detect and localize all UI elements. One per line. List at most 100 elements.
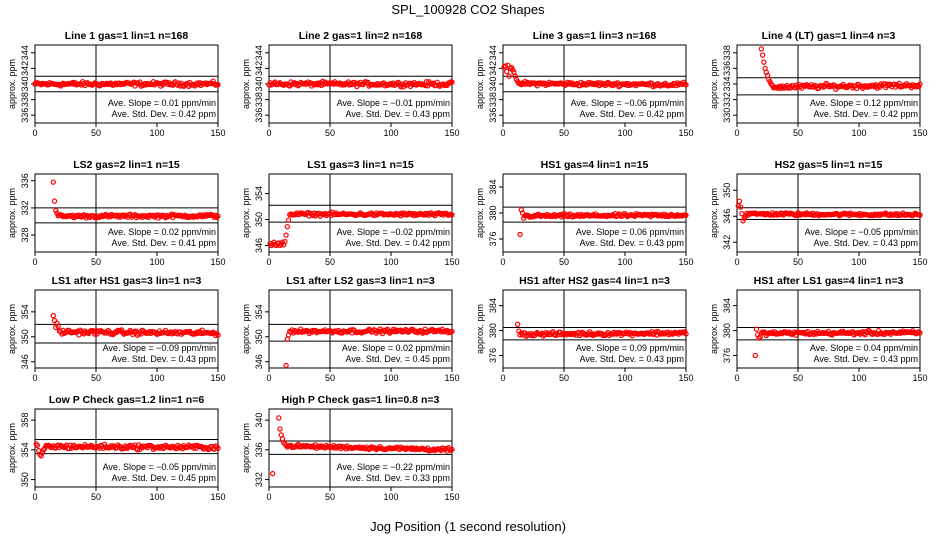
x-tick-label: 150 — [912, 373, 927, 383]
x-tick-label: 50 — [91, 257, 101, 267]
slope-annotation: Ave. Slope = 0.12 ppm/min — [810, 98, 918, 108]
y-tick-label: 380 — [722, 323, 732, 338]
x-tick-label: 50 — [325, 257, 335, 267]
y-tick-label: 346 — [722, 209, 732, 224]
data-point — [50, 312, 57, 319]
x-tick-label: 100 — [149, 257, 164, 267]
y-tick-label: 336 — [254, 442, 264, 457]
x-tick-label: 150 — [444, 492, 459, 502]
x-tick-label: 50 — [91, 373, 101, 383]
data-point — [756, 335, 762, 341]
data-point — [446, 446, 453, 452]
data-point — [761, 59, 767, 65]
y-tick-label: 340 — [254, 76, 264, 91]
x-tick-label: 0 — [266, 128, 271, 138]
panel-title: Low P Check gas=1.2 lin=1 n=6 — [49, 394, 204, 406]
y-axis-label: approx. ppm — [7, 423, 17, 473]
panel-title: High P Check gas=1 lin=0.8 n=3 — [282, 394, 440, 406]
std-annotation: Ave. Std. Dev. = 0.43 ppm — [814, 238, 918, 248]
y-tick-label: 338 — [254, 92, 264, 107]
data-point — [215, 81, 221, 88]
plot-frame — [34, 289, 219, 369]
std-annotation: Ave. Std. Dev. = 0.43 ppm — [814, 354, 918, 364]
panel-8: HS2 gas=5 lin=1 n=15 0 50 100 150 342 346 350ap… — [709, 159, 928, 267]
panel-title: LS1 after LS2 gas=3 lin=1 n=3 — [286, 275, 435, 287]
data-point — [785, 85, 791, 91]
x-tick-label: 100 — [851, 257, 866, 267]
x-tick-label: 150 — [444, 128, 459, 138]
y-axis-label: approx. ppm — [7, 304, 17, 354]
std-annotation: Ave. Std. Dev. = 0.45 ppm — [112, 473, 216, 483]
y-tick-label: 346 — [254, 354, 264, 369]
x-tick-label: 100 — [383, 373, 398, 383]
panel-title: HS2 gas=5 lin=1 n=15 — [775, 159, 883, 171]
std-annotation: Ave. Std. Dev. = 0.43 ppm — [346, 109, 450, 119]
x-tick-label: 50 — [325, 373, 335, 383]
data-point — [434, 79, 441, 86]
y-tick-label: 330 — [722, 108, 732, 123]
panel-title: Line 1 gas=1 lin=1 n=168 — [65, 30, 189, 42]
std-annotation: Ave. Std. Dev. = 0.43 ppm — [112, 354, 216, 364]
x-tick-label: 50 — [793, 128, 803, 138]
slope-annotation: Ave. Slope = −0.01 ppm/min — [337, 98, 450, 108]
y-axis-label: approx. ppm — [475, 59, 485, 109]
x-tick-label: 50 — [559, 128, 569, 138]
data-point — [449, 212, 455, 218]
data-point — [517, 231, 523, 238]
x-tick-label: 50 — [91, 492, 101, 502]
y-tick-label: 332 — [722, 92, 732, 107]
data-point — [752, 352, 759, 359]
x-tick-label: 150 — [912, 257, 927, 267]
data-point — [917, 81, 923, 87]
y-tick-label: 350 — [722, 183, 732, 198]
slope-annotation: Ave. Slope = −0.06 ppm/min — [571, 98, 684, 108]
data-point — [190, 445, 197, 451]
y-axis-label: approx. ppm — [709, 59, 719, 109]
y-tick-label: 376 — [722, 348, 732, 363]
panel-10: LS1 after LS2 gas=3 lin=1 n=3 0 50 100 150 34… — [241, 275, 460, 383]
panel-title: LS2 gas=2 lin=1 n=15 — [73, 159, 180, 171]
slope-annotation: Ave. Slope = 0.02 ppm/min — [342, 343, 450, 353]
y-tick-label: 338 — [20, 92, 30, 107]
y-tick-label: 384 — [488, 179, 498, 194]
x-tick-label: 100 — [383, 257, 398, 267]
x-tick-label: 0 — [266, 257, 271, 267]
y-axis-label: approx. ppm — [475, 304, 485, 354]
plot-frame — [502, 289, 687, 369]
data-point — [214, 214, 220, 220]
x-tick-label: 0 — [32, 373, 37, 383]
data-point — [276, 415, 282, 421]
y-tick-label: 358 — [20, 413, 30, 428]
y-tick-label: 350 — [254, 329, 264, 344]
y-axis-label: approx. ppm — [475, 188, 485, 238]
x-tick-label: 150 — [210, 373, 225, 383]
data-point — [215, 332, 221, 338]
x-tick-label: 150 — [444, 257, 459, 267]
y-axis-label: approx. ppm — [7, 59, 17, 109]
x-tick-label: 100 — [149, 128, 164, 138]
data-point — [739, 210, 745, 217]
x-tick-label: 0 — [32, 492, 37, 502]
std-annotation: Ave. Std. Dev. = 0.43 ppm — [580, 238, 684, 248]
y-tick-label: 354 — [20, 442, 30, 457]
y-tick-label: 332 — [254, 472, 264, 487]
panel-title: Line 3 gas=1 lin=3 n=168 — [533, 30, 657, 42]
data-point — [753, 326, 760, 333]
slope-annotation: Ave. Slope = −0.09 ppm/min — [103, 343, 216, 353]
data-point — [759, 52, 766, 58]
x-tick-label: 100 — [383, 492, 398, 502]
data-point — [51, 198, 58, 204]
y-axis-label: approx. ppm — [241, 423, 251, 473]
panel-14: High P Check gas=1 lin=0.8 n=3 0 50 100 150 3… — [241, 394, 460, 502]
data-point — [38, 453, 44, 459]
x-tick-label: 50 — [793, 257, 803, 267]
x-tick-label: 150 — [210, 492, 225, 502]
std-annotation: Ave. Std. Dev. = 0.45 ppm — [346, 354, 450, 364]
data-point — [829, 83, 835, 89]
y-axis-label: approx. ppm — [709, 188, 719, 238]
data-point — [736, 198, 743, 204]
data-point — [50, 179, 57, 185]
slope-annotation: Ave. Slope = 0.06 ppm/min — [576, 227, 684, 237]
y-tick-label: 328 — [20, 228, 30, 243]
data-point — [758, 46, 765, 52]
